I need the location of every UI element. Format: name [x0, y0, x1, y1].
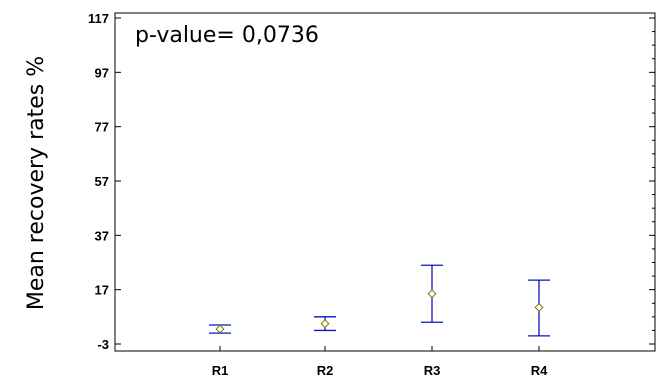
y-tick-label: 97 [95, 65, 109, 80]
x-axis-ticks: R1 R2 R3 R4 [212, 346, 548, 378]
y-axis-label: Mean recovery rates % [24, 56, 49, 310]
mean-marker [320, 319, 330, 329]
y-tick-label: 37 [95, 228, 109, 243]
mean-marker [215, 324, 225, 334]
y-tick-label: 57 [95, 174, 109, 189]
p-value-annotation: p-value= 0,0736 [135, 23, 319, 48]
error-bar-r4 [528, 279, 550, 337]
x-tick-label-r1: R1 [212, 363, 229, 378]
error-bar-r1 [209, 324, 231, 334]
mean-marker [427, 289, 437, 299]
y-tick-label: 77 [95, 120, 109, 135]
error-bars [209, 264, 550, 337]
plot-frame [114, 12, 656, 352]
y-tick-label: 17 [95, 283, 109, 298]
error-bar-r2 [314, 316, 336, 332]
error-bar-r3 [421, 264, 443, 323]
x-tick-label-r2: R2 [317, 363, 334, 378]
x-tick-label-r3: R3 [424, 363, 441, 378]
mean-marker [534, 302, 544, 312]
right-axis-minor-ticks [652, 31, 655, 331]
y-tick-label: -3 [97, 337, 109, 352]
y-tick-label: 117 [88, 11, 109, 26]
x-tick-label-r4: R4 [531, 363, 548, 378]
y-axis-ticks: -3 17 37 57 77 97 117 [88, 11, 655, 352]
